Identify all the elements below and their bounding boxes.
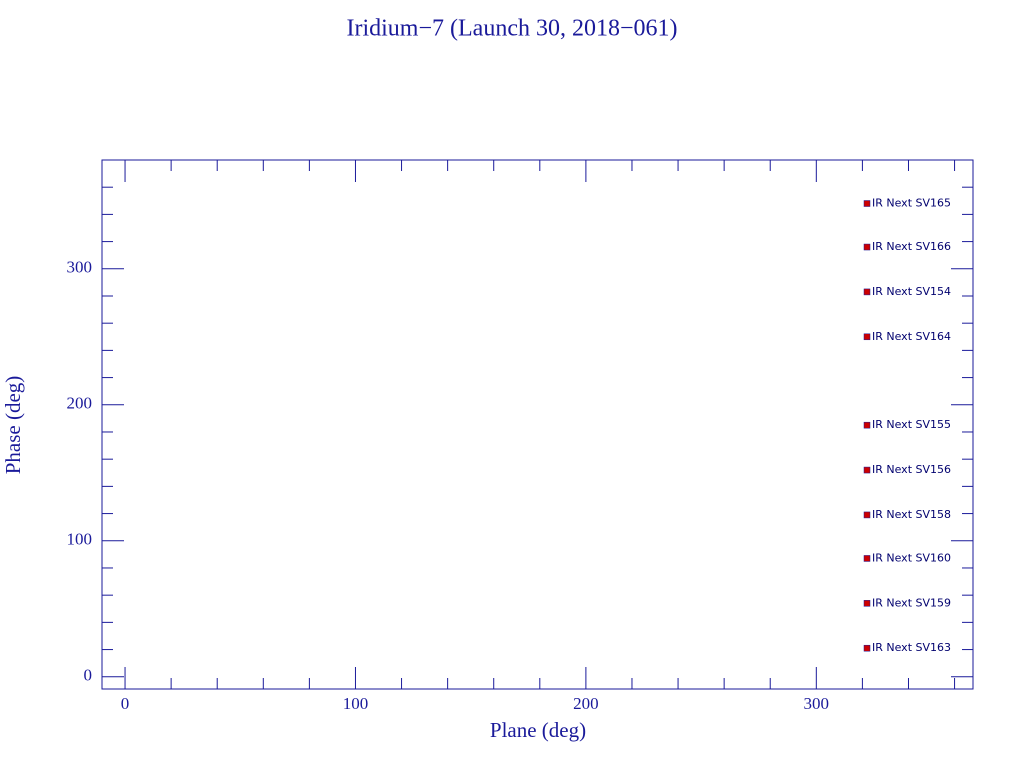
point (863, 600, 871, 607)
y-tick-label: 100 (67, 530, 93, 549)
point (863, 243, 871, 251)
x-tick-label: 100 (343, 694, 369, 713)
point (863, 511, 871, 519)
x-axis-label: Plane (deg) (490, 718, 586, 742)
point-label: IR Next SV156 (872, 463, 951, 476)
point (863, 333, 871, 341)
point-label: IR Next SV166 (872, 240, 951, 253)
x-tick-label: 0 (121, 694, 130, 713)
point (863, 555, 871, 562)
point (863, 421, 871, 429)
x-tick-label: 300 (804, 694, 830, 713)
y-tick-label: 0 (84, 666, 93, 685)
point-label: IR Next SV160 (872, 551, 951, 564)
plot-frame (101, 159, 974, 690)
y-axis-label: Phase (deg) (1, 376, 25, 475)
point (863, 644, 871, 652)
point-label: IR Next SV163 (872, 641, 951, 654)
x-tick-label: 200 (573, 694, 599, 713)
point-label: IR Next SV164 (872, 330, 951, 343)
point-label: IR Next SV158 (872, 508, 951, 521)
y-tick-label: 200 (67, 394, 93, 413)
point-label: IR Next SV154 (872, 285, 951, 298)
point (863, 466, 871, 474)
point (863, 288, 871, 296)
y-tick-label: 300 (67, 258, 93, 277)
point (863, 200, 871, 207)
point-label: IR Next SV155 (872, 418, 951, 431)
point-label: IR Next SV159 (872, 596, 951, 609)
point-label: IR Next SV165 (872, 197, 951, 210)
chart-title: Iridium−7 (Launch 30, 2018−061) (346, 16, 677, 42)
